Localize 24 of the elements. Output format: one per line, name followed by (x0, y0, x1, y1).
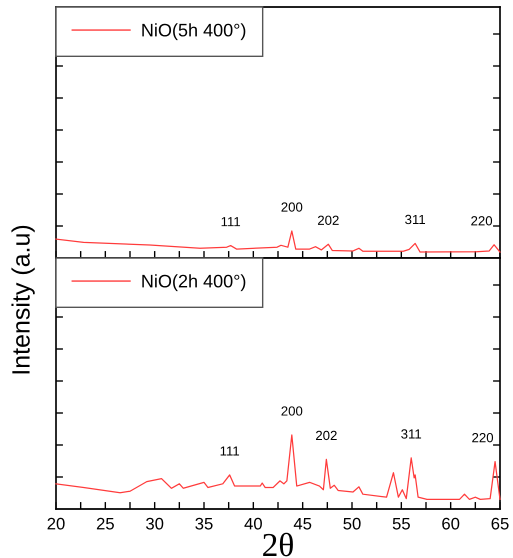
x-tick-label: 40 (244, 518, 262, 530)
x-tick-label: 65 (492, 518, 509, 530)
x-tick-label: 20 (48, 518, 65, 530)
legend-label: NiO(5h 400°) (142, 23, 246, 40)
x-tick-label: 60 (442, 518, 460, 530)
annotation: 311 (401, 429, 422, 439)
x-tick-label: 50 (343, 518, 361, 530)
x-tick-label: 35 (195, 518, 213, 530)
x-axis-title: 2θ (263, 532, 293, 556)
legend-label: NiO(2h 400°) (142, 274, 246, 292)
annotation: 202 (316, 430, 337, 440)
annotation: 220 (471, 216, 492, 226)
x-tick-label: 30 (146, 518, 164, 530)
annotation: 311 (405, 214, 426, 224)
annotation: 111 (220, 446, 240, 456)
annotation: 202 (318, 216, 339, 225)
x-tick-label: 45 (294, 518, 312, 530)
annotation: 111 (222, 217, 240, 226)
y-axis-title: Intensity (a.u) (11, 226, 35, 374)
x-tick-label: 55 (392, 518, 410, 530)
annotation: 220 (472, 432, 494, 442)
x-tick-label: 25 (96, 518, 114, 530)
annotation: 200 (281, 202, 302, 212)
annotation: 200 (281, 406, 302, 416)
